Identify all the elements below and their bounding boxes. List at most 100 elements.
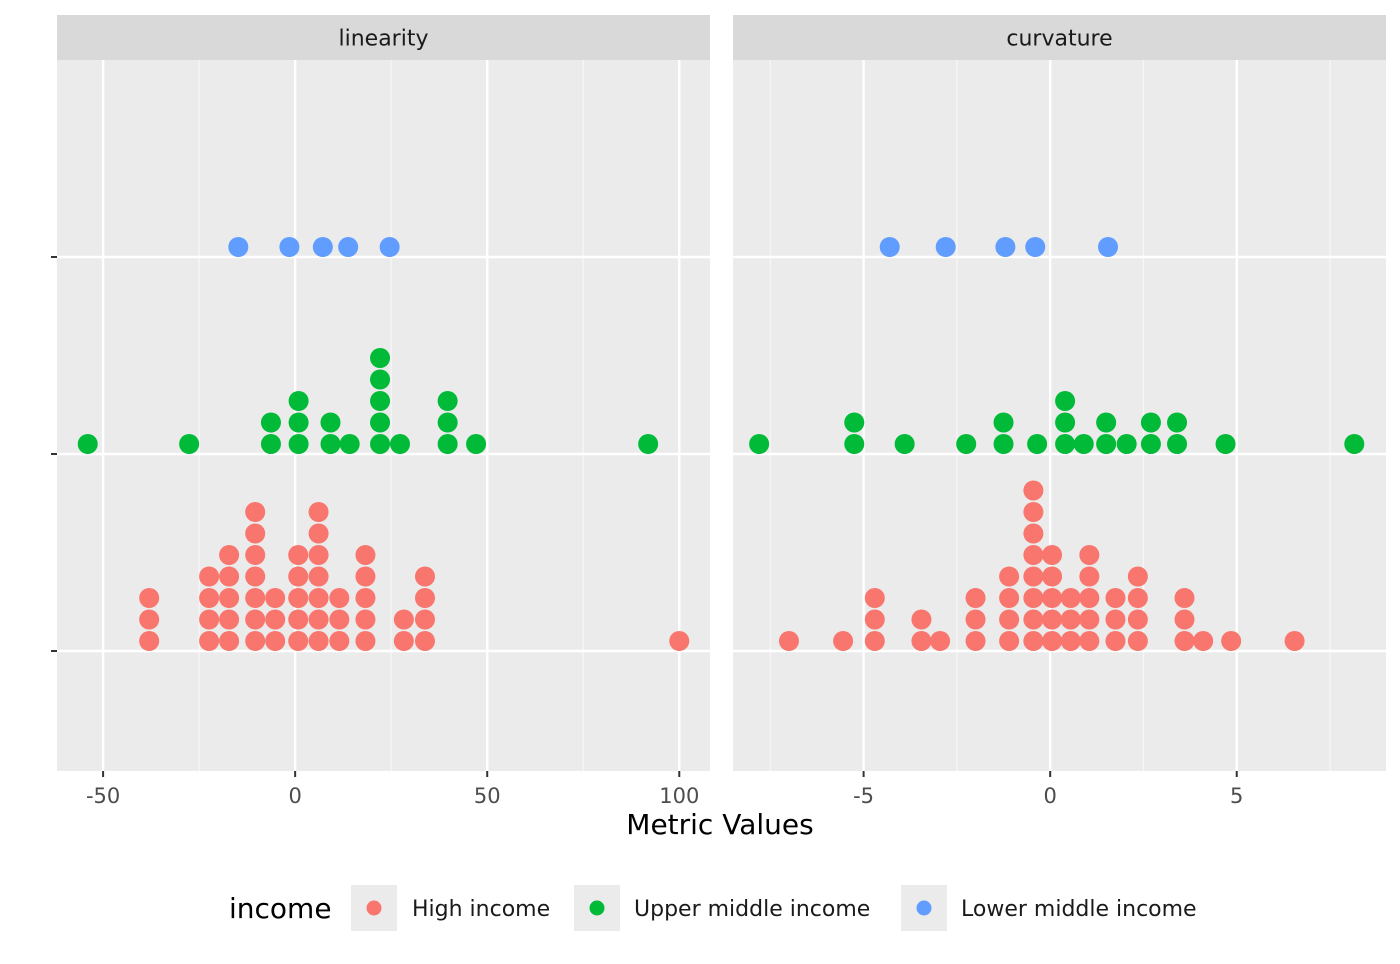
data-dot (414, 609, 435, 630)
data-dot (308, 566, 329, 587)
legend-title: income (229, 892, 332, 925)
data-dot (355, 631, 376, 651)
legend-key-dot (916, 900, 932, 916)
data-dot (1344, 434, 1365, 454)
data-dot (308, 588, 329, 608)
data-dot (1023, 631, 1044, 651)
data-dot (414, 631, 435, 651)
x-tick-label: 0 (288, 784, 301, 808)
data-dot (930, 631, 951, 651)
data-dot (414, 566, 435, 587)
data-dot (1042, 566, 1063, 587)
data-dot (245, 609, 266, 630)
data-dot (320, 412, 341, 433)
data-dot (1105, 609, 1126, 630)
panel-curvature: curvature -5 0 5 (733, 15, 1386, 808)
series-upper-middle-income (749, 391, 1365, 454)
data-dot (199, 588, 220, 608)
data-dot (308, 502, 329, 522)
data-dot (308, 631, 329, 651)
data-dot (965, 631, 986, 651)
data-dot (355, 588, 376, 608)
data-dot (1027, 434, 1048, 454)
data-dot (288, 412, 309, 433)
data-dot (355, 566, 376, 587)
data-dot (245, 523, 266, 544)
data-dot (965, 609, 986, 630)
data-dot (1023, 588, 1044, 608)
data-dot (437, 412, 458, 433)
data-dot (956, 434, 977, 454)
data-dot (1105, 631, 1126, 651)
data-dot (1079, 566, 1100, 587)
data-dot (638, 434, 659, 454)
data-dot (879, 237, 900, 257)
data-dot (1060, 609, 1081, 630)
data-dot (355, 545, 376, 565)
data-dot (911, 609, 932, 630)
data-dot (999, 566, 1020, 587)
data-dot (370, 369, 391, 390)
data-dot (414, 588, 435, 608)
data-dot (1127, 588, 1148, 608)
legend-label: High income (412, 897, 550, 922)
data-dot (370, 434, 391, 454)
data-dot (1221, 631, 1242, 651)
data-dot (288, 609, 309, 630)
series-lower-middle-income (879, 237, 1119, 257)
data-dot (199, 609, 220, 630)
data-dot (833, 631, 854, 651)
data-dot (1042, 609, 1063, 630)
data-dot (288, 588, 309, 608)
data-dot (77, 434, 98, 454)
x-tick-label: 0 (1043, 784, 1056, 808)
data-dot (329, 588, 350, 608)
legend-item: High income (351, 885, 550, 931)
data-dot (999, 588, 1020, 608)
data-dot (999, 609, 1020, 630)
data-dot (1284, 631, 1305, 651)
data-dot (308, 545, 329, 565)
data-dot (993, 434, 1014, 454)
series-lower-middle-income (228, 237, 400, 257)
data-dot (329, 609, 350, 630)
data-dot (279, 237, 300, 257)
data-dot (1060, 631, 1081, 651)
data-dot (894, 434, 915, 454)
data-dot (1174, 631, 1195, 651)
data-dot (1096, 412, 1117, 433)
data-dot (308, 609, 329, 630)
data-dot (1167, 434, 1188, 454)
data-dot (1127, 609, 1148, 630)
data-dot (219, 631, 240, 651)
data-dot (379, 237, 400, 257)
data-dot (437, 391, 458, 411)
data-dot (308, 523, 329, 544)
data-dot (1174, 609, 1195, 630)
x-tick-label: 5 (1230, 784, 1243, 808)
data-dot (864, 588, 885, 608)
data-dot (288, 631, 309, 651)
data-dot (288, 434, 309, 454)
panel-linearity: linearity -50 0 50 100 (51, 15, 710, 808)
data-dot (370, 391, 391, 411)
data-dot (228, 237, 249, 257)
legend-label: Upper middle income (634, 897, 870, 922)
data-dot (139, 588, 160, 608)
strip-background (733, 15, 1386, 60)
x-axis-title: Metric Values (626, 808, 813, 841)
data-dot (1023, 566, 1044, 587)
data-dot (265, 609, 286, 630)
data-dot (370, 348, 391, 368)
x-tick-label: -50 (86, 784, 120, 808)
data-dot (1023, 523, 1044, 544)
data-dot (339, 434, 360, 454)
data-dot (1042, 631, 1063, 651)
data-dot (1055, 391, 1076, 411)
data-dot (370, 412, 391, 433)
x-tick-label: -5 (853, 784, 874, 808)
data-dot (265, 631, 286, 651)
data-dot (139, 631, 160, 651)
